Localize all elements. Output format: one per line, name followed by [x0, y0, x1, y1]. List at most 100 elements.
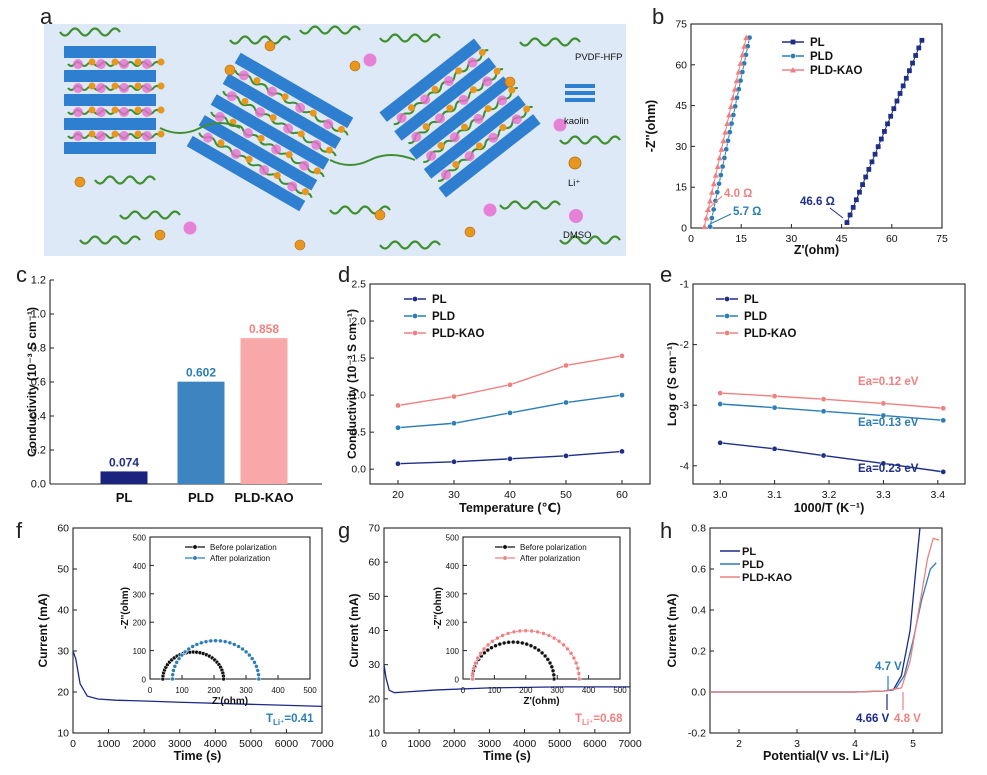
d-ytick-label: 1.0 — [351, 390, 366, 402]
dmso-molecule — [458, 94, 469, 105]
d-xtick-label: 60 — [616, 489, 628, 501]
f-xtick-label: 3000 — [168, 738, 192, 750]
g-tli-annotation: TLi⁺=0.68 — [575, 713, 623, 727]
b-point — [860, 182, 865, 187]
f-inset-point — [255, 668, 260, 673]
dmso-molecule — [271, 144, 282, 155]
li-ion — [484, 105, 492, 113]
f-inset-point — [176, 656, 182, 661]
dmso-molecule — [142, 107, 152, 117]
g-inset-point — [576, 676, 582, 682]
e-legend-PLD-KAO-label: PLD-KAO — [744, 328, 796, 340]
dmso-molecule — [464, 151, 475, 162]
li-ion — [297, 130, 305, 138]
g-inset-ytick-label: 400 — [446, 562, 460, 571]
b-xtick-label: 0 — [688, 233, 694, 245]
b-ytick-label: 0 — [681, 223, 687, 235]
li-ion — [281, 93, 289, 101]
g-ytick-label: 30 — [368, 659, 380, 671]
g-inset-point — [571, 655, 577, 661]
b-point — [725, 137, 731, 144]
dmso-molecule — [295, 102, 306, 113]
li-ion — [134, 58, 142, 66]
f-inset-point — [171, 668, 176, 673]
f-inset-xtick-label: 500 — [303, 686, 317, 695]
f-xtick-label: 1000 — [97, 738, 121, 750]
panel-letter-b: b — [652, 4, 665, 29]
g-inset-point — [495, 635, 500, 641]
b-point — [872, 151, 878, 157]
d-ytick-label: 2.5 — [351, 279, 366, 291]
f-ytick-label: 10 — [57, 728, 69, 740]
b-point — [894, 98, 900, 104]
g-inset-point — [481, 646, 487, 652]
e-xtick-label: 3.2 — [822, 489, 837, 501]
f-inset-ytick-label: 300 — [133, 590, 147, 599]
f-inset-point — [256, 676, 262, 682]
f-inset-point — [174, 660, 179, 665]
dmso-molecule — [553, 118, 567, 132]
kaolin-layer — [64, 142, 156, 154]
li-ion — [88, 82, 96, 90]
kaolin-legend-icon — [565, 84, 595, 102]
g-xtick-label: 1000 — [407, 738, 431, 750]
e-xtick-label: 3.3 — [876, 489, 891, 501]
li-ion — [111, 82, 119, 90]
d-point — [619, 448, 625, 455]
c-ytick-label: 0.4 — [31, 411, 46, 423]
d-ytick-label: 0.0 — [351, 464, 366, 476]
b-legend-PLD-KAO-label: PLD-KAO — [810, 65, 862, 77]
g-inset-point — [576, 671, 582, 676]
dmso-molecule — [473, 113, 484, 124]
b-arrow-pldkao — [704, 195, 723, 213]
d-point — [563, 399, 569, 406]
c-ytick-label: 0.0 — [31, 479, 46, 491]
g-inset-point — [547, 660, 553, 666]
dmso-molecule — [443, 76, 454, 87]
f-ytick-label: 60 — [57, 523, 69, 535]
li-ion — [88, 58, 96, 66]
f-inset-point — [199, 640, 204, 646]
li-ion — [301, 188, 309, 196]
li-ion — [437, 142, 445, 150]
g-inset-point — [510, 639, 516, 645]
g-inset-point — [500, 633, 505, 638]
e-xtick-label: 3.0 — [713, 489, 728, 501]
dmso-molecule — [488, 132, 499, 143]
b-point — [712, 172, 719, 178]
h-xtick-label: 5 — [910, 738, 916, 750]
f-inset-legend-label: Before polarization — [210, 543, 277, 552]
li-ion — [325, 146, 333, 154]
e-legend-PLD — [724, 313, 730, 319]
li-ion — [475, 142, 483, 150]
h-ytick-label: -0.2 — [688, 728, 706, 740]
g-inset-point — [482, 650, 487, 656]
e-point — [717, 439, 724, 446]
c-ytick-label: 1.0 — [31, 309, 46, 321]
g-inset-point — [471, 666, 477, 671]
b-xtick-label: 60 — [886, 233, 898, 245]
g-inset-point — [551, 676, 557, 682]
h-ytick-label: 0.6 — [691, 564, 706, 576]
f-xtick-label: 6000 — [275, 738, 299, 750]
li-ion — [224, 64, 236, 76]
g-inset-frame — [462, 536, 621, 680]
dmso-molecule — [287, 181, 298, 192]
e-point — [880, 400, 887, 407]
legend-li: Li⁺ — [568, 178, 580, 189]
dmso-molecule — [142, 83, 152, 93]
g-inset-ytick-label: 100 — [446, 647, 460, 656]
h-line-PLD-KAO — [710, 537, 940, 693]
f-inset-legend-label: After polarization — [210, 554, 270, 563]
dmso-molecule — [142, 131, 152, 141]
f-xtick-label: 0 — [70, 738, 76, 750]
li-ion — [111, 58, 119, 66]
g-inset-point — [545, 657, 551, 662]
panel-letter-d: d — [338, 262, 351, 287]
g-inset-point — [485, 647, 491, 653]
g-inset-ytick-label: 500 — [446, 534, 460, 543]
g-ylabel: Current (mA) — [347, 593, 361, 667]
e-ytick-label: -1 — [680, 279, 689, 291]
g-inset-point — [524, 641, 529, 647]
d-point — [507, 410, 513, 416]
